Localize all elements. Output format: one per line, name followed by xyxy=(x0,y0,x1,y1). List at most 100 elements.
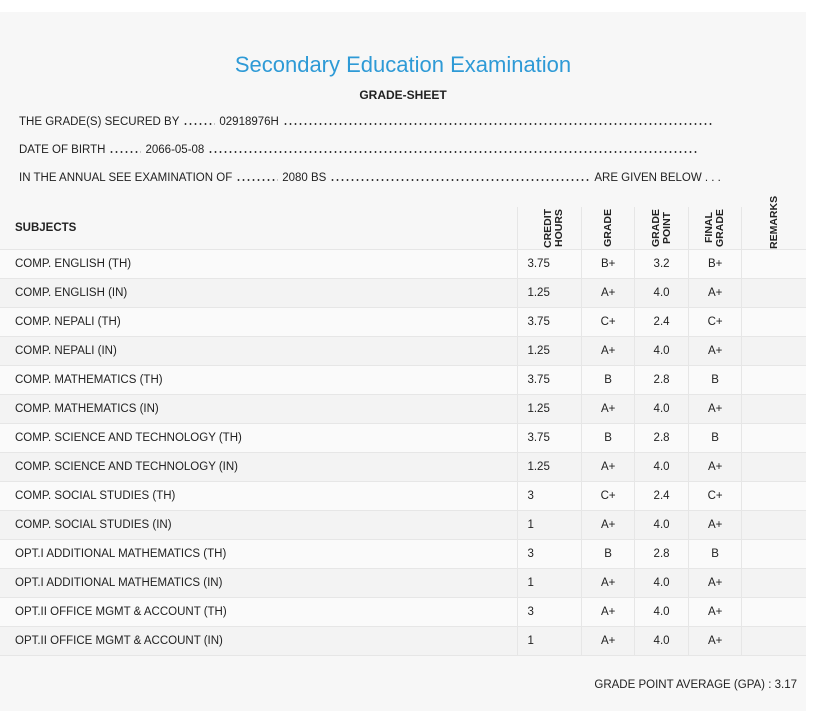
grade-cell: 4.0 xyxy=(634,336,689,366)
grade-cell: B+ xyxy=(687,249,742,279)
remarks-cell xyxy=(741,365,806,395)
grade-cell: 3.75 xyxy=(517,365,582,395)
subject-row: COMP. NEPALI (TH) 3.75 C+ 2.4 C+ xyxy=(0,307,806,337)
subject-row: OPT.II OFFICE MGMT & ACCOUNT (TH) 3 A+ 4.0 A… xyxy=(0,597,806,627)
grade-cell: A+ xyxy=(687,278,742,308)
subject-name: OPT.II OFFICE MGMT & ACCOUNT (TH) xyxy=(0,597,518,627)
info-line: DATE OF BIRTH 2066-05-08 xyxy=(19,144,702,156)
grade-cell: 3 xyxy=(517,539,582,569)
remarks-cell xyxy=(741,336,806,366)
grade-cell: A+ xyxy=(580,452,635,482)
header-row: SUBJECTS CREDIT HOURS GRADE GRADE POINT FINA… xyxy=(0,195,806,250)
column-header: GRADE xyxy=(580,207,635,250)
column-header: CREDIT HOURS xyxy=(517,207,582,250)
grade-cell: 1.25 xyxy=(517,278,582,308)
grade-cell: 1.25 xyxy=(517,452,582,482)
remarks-cell xyxy=(741,626,806,656)
info-line: THE GRADE(S) SECURED BY 02918976H xyxy=(19,116,717,128)
grade-cell: B xyxy=(687,423,742,453)
grade-cell: 4.0 xyxy=(634,597,689,627)
subject-name: OPT.I ADDITIONAL MATHEMATICS (IN) xyxy=(0,568,518,598)
subtitle: GRADE-SHEET xyxy=(359,88,447,102)
grade-cell: 4.0 xyxy=(634,510,689,540)
info-line: IN THE ANNUAL SEE EXAMINATION OF 2080 BS A… xyxy=(19,172,721,184)
subject-name: COMP. ENGLISH (TH) xyxy=(0,249,518,279)
subject-name: COMP. MATHEMATICS (IN) xyxy=(0,394,518,424)
dot-leader xyxy=(330,179,591,181)
column-header: SUBJECTS xyxy=(0,207,518,250)
grade-cell: 3.75 xyxy=(517,423,582,453)
grade-cell: 4.0 xyxy=(634,278,689,308)
info-label: THE GRADE(S) SECURED BY xyxy=(19,116,180,128)
gpa-line: GRADE POINT AVERAGE (GPA) : 3.17 xyxy=(594,679,797,691)
info-label: DATE OF BIRTH xyxy=(19,144,106,156)
remarks-cell xyxy=(741,597,806,627)
column-header-text: FINAL GRADE xyxy=(703,209,727,247)
subject-name: OPT.II OFFICE MGMT & ACCOUNT (IN) xyxy=(0,626,518,656)
info-label: IN THE ANNUAL SEE EXAMINATION OF xyxy=(19,172,233,184)
grade-cell: 2.4 xyxy=(634,481,689,511)
column-header-text: GRADE POINT xyxy=(649,209,673,247)
title: Secondary Education Examination xyxy=(234,52,572,77)
column-header-text: CREDIT HOURS xyxy=(542,208,566,248)
subject-name: OPT.I ADDITIONAL MATHEMATICS (TH) xyxy=(0,539,518,569)
subject-row: OPT.I ADDITIONAL MATHEMATICS (IN) 1 A+ 4.0 A… xyxy=(0,568,806,598)
grade-cell: 2.8 xyxy=(634,539,689,569)
subject-row: COMP. SOCIAL STUDIES (TH) 3 C+ 2.4 C+ xyxy=(0,481,806,511)
grade-cell: B xyxy=(580,539,635,569)
grade-cell: 1.25 xyxy=(517,336,582,366)
grade-cell: 3.75 xyxy=(517,249,582,279)
grade-cell: A+ xyxy=(580,278,635,308)
remarks-cell xyxy=(741,278,806,308)
grade-cell: A+ xyxy=(580,336,635,366)
info-value: 2066-05-08 xyxy=(145,144,205,156)
subject-name: COMP. SOCIAL STUDIES (TH) xyxy=(0,481,518,511)
subject-name: COMP. NEPALI (IN) xyxy=(0,336,518,366)
remarks-cell xyxy=(741,249,806,279)
grade-sheet: Secondary Education Examination GRADE-SH… xyxy=(0,12,806,711)
grade-cell: 1.25 xyxy=(517,394,582,424)
subject-row: COMP. SCIENCE AND TECHNOLOGY (TH) 3.75 B 2.… xyxy=(0,423,806,453)
subject-row: COMP. SCIENCE AND TECHNOLOGY (IN) 1.25 A+ 4… xyxy=(0,452,806,482)
subject-name: COMP. MATHEMATICS (TH) xyxy=(0,365,518,395)
subject-row: OPT.I ADDITIONAL MATHEMATICS (TH) 3 B 2.8 B xyxy=(0,539,806,569)
grade-cell: B xyxy=(580,365,635,395)
grade-cell: 1 xyxy=(517,510,582,540)
subject-row: COMP. ENGLISH (IN) 1.25 A+ 4.0 A+ xyxy=(0,278,806,308)
subject-name: COMP. SCIENCE AND TECHNOLOGY (TH) xyxy=(0,423,518,453)
column-header: REMARKS xyxy=(741,195,806,250)
grade-cell: 4.0 xyxy=(634,394,689,424)
subject-name: COMP. SOCIAL STUDIES (IN) xyxy=(0,510,518,540)
grade-cell: 4.0 xyxy=(634,452,689,482)
grade-cell: A+ xyxy=(580,568,635,598)
remarks-cell xyxy=(741,423,806,453)
remarks-cell xyxy=(741,394,806,424)
grade-cell: A+ xyxy=(687,597,742,627)
grade-cell: A+ xyxy=(687,452,742,482)
gpa-label: GRADE POINT AVERAGE (GPA) : xyxy=(594,679,772,691)
remarks-cell xyxy=(741,510,806,540)
grade-cell: 1 xyxy=(517,568,582,598)
grade-cell: A+ xyxy=(580,597,635,627)
table-body: COMP. ENGLISH (TH) 3.75 B+ 3.2 B+ COMP. ENGLI… xyxy=(0,249,806,656)
subject-row: COMP. NEPALI (IN) 1.25 A+ 4.0 A+ xyxy=(0,336,806,366)
grade-cell: A+ xyxy=(580,394,635,424)
column-header-text: GRADE xyxy=(601,209,614,247)
column-header: FINAL GRADE xyxy=(687,207,742,250)
grade-cell: A+ xyxy=(687,394,742,424)
column-header-text: REMARKS xyxy=(767,195,780,249)
dot-leader xyxy=(183,123,216,125)
grade-cell: 3 xyxy=(517,597,582,627)
subject-row: OPT.II OFFICE MGMT & ACCOUNT (IN) 1 A+ 4.0 A… xyxy=(0,626,806,656)
dot-leader xyxy=(282,123,713,125)
grade-cell: C+ xyxy=(580,307,635,337)
grade-cell: B+ xyxy=(580,249,635,279)
column-header: GRADE POINT xyxy=(634,207,689,250)
grade-cell: C+ xyxy=(687,481,742,511)
remarks-cell xyxy=(741,568,806,598)
grade-cell: C+ xyxy=(580,481,635,511)
remarks-cell xyxy=(741,307,806,337)
remarks-cell xyxy=(741,452,806,482)
grade-cell: B xyxy=(687,365,742,395)
